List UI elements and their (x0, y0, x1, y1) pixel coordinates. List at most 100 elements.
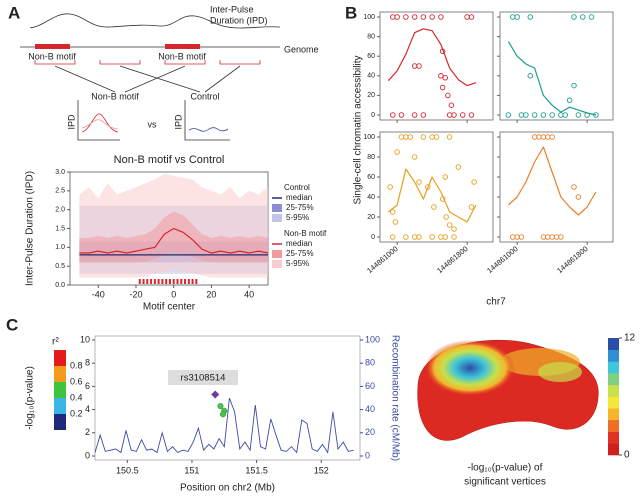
point (527, 73, 534, 79)
legend-label: 5-95% (286, 213, 309, 222)
motif-tick (176, 279, 179, 284)
point (390, 112, 396, 118)
legend-label: 5-95% (286, 259, 309, 268)
point (390, 234, 396, 240)
point (540, 112, 547, 118)
motif-label: Non-B motif (28, 51, 76, 61)
legend-label: 0.2 (70, 408, 83, 418)
motif-box (35, 44, 70, 49)
y2-axis-label: Recombination rate (cM/Mb) (389, 335, 400, 461)
y-axis-label: -log₁₀(p-value) (25, 366, 36, 430)
legend-label: median (286, 239, 312, 248)
legend-swatch (54, 350, 66, 366)
y-tick-label: 4 (85, 404, 90, 414)
colorbar-cell (608, 443, 619, 456)
point (438, 73, 444, 79)
y2-tick-label: 100 (365, 334, 380, 344)
point (411, 234, 418, 240)
y-tick-label: 40 (367, 73, 375, 80)
point (468, 112, 475, 118)
point (531, 134, 538, 140)
y-tick-label: 60 (367, 174, 375, 181)
y-tick-label: 8 (85, 358, 90, 368)
point (403, 234, 409, 240)
vs-label: vs (148, 119, 158, 129)
x-tick-label: 0 (171, 289, 176, 299)
y-tick-label: 1.5 (55, 225, 65, 232)
point (523, 112, 529, 118)
x-tick-label: 40 (244, 289, 254, 299)
y-tick-label: 80 (367, 33, 375, 40)
point (545, 234, 551, 240)
motif-tick (146, 279, 149, 284)
point (438, 234, 444, 240)
y-tick-label: 0 (371, 234, 375, 241)
colorbar-label: 12 (624, 333, 636, 344)
point (451, 234, 457, 240)
y2-tick-label: 0 (365, 450, 370, 460)
point (446, 112, 453, 118)
legend-swatch (54, 414, 66, 430)
mini-trace (81, 119, 119, 130)
chart-title: Non-B motif vs Control (114, 154, 225, 166)
motif-tick (187, 279, 190, 284)
y-axis-label: Inter-Pulse Duration (IPD) (25, 171, 36, 286)
point (510, 14, 516, 20)
y2-tick-label: 20 (365, 427, 375, 437)
y-tick-label: 40 (367, 194, 375, 201)
y-tick-label: 0 (371, 112, 375, 119)
point (398, 112, 405, 118)
point (571, 14, 577, 20)
point (387, 184, 393, 190)
point (411, 154, 418, 160)
lead-snp (211, 390, 220, 399)
y-tick-label: 6 (85, 381, 90, 391)
median-line (79, 227, 269, 254)
mini-axis (77, 100, 120, 141)
x-tick-label: 144861000 (485, 244, 520, 275)
point (433, 134, 440, 140)
point (571, 82, 577, 89)
y-tick-label: 2.0 (55, 207, 65, 214)
point (420, 134, 427, 140)
y2-tick-label: 60 (365, 381, 375, 391)
panel-frame (379, 131, 494, 243)
point (392, 219, 399, 225)
point (540, 134, 547, 140)
legend-label: 0.8 (70, 360, 83, 370)
genome-label: Genome (284, 44, 319, 54)
point (464, 14, 470, 20)
x-tick-label: 150.5 (116, 465, 139, 475)
legend-label: 25-75% (286, 249, 314, 258)
y-tick-label: 20 (367, 92, 375, 99)
y-tick-label: 1.0 (55, 244, 65, 251)
x-tick-label: 144861800 (435, 244, 470, 275)
y-tick-label: 0 (85, 450, 90, 460)
mini-ylabel: IPD (66, 114, 76, 130)
point (411, 14, 418, 20)
point (416, 63, 422, 69)
y-tick-label: 3.0 (55, 169, 65, 176)
point (416, 179, 422, 185)
point (439, 84, 446, 91)
recombination-line (94, 397, 354, 454)
colorbar-cell (608, 419, 619, 432)
x-tick-label: 20 (206, 289, 216, 299)
y-tick-label: 2.5 (55, 188, 65, 195)
legend-title: r² (52, 337, 59, 348)
point (588, 14, 595, 20)
point (505, 112, 512, 118)
point (442, 234, 449, 240)
y-axis-label: Single-cell chromatin accessibility (353, 56, 364, 205)
colorbar-cell (608, 373, 619, 386)
point (566, 97, 573, 104)
legend-label: 25-75% (286, 203, 314, 212)
point (390, 209, 396, 215)
snp (219, 411, 227, 418)
legend-label: 0.6 (70, 376, 83, 386)
colorbar-label: 0 (624, 450, 630, 461)
point (403, 134, 409, 140)
x-tick-label: 144861800 (555, 244, 590, 275)
motif-tick (142, 279, 145, 284)
